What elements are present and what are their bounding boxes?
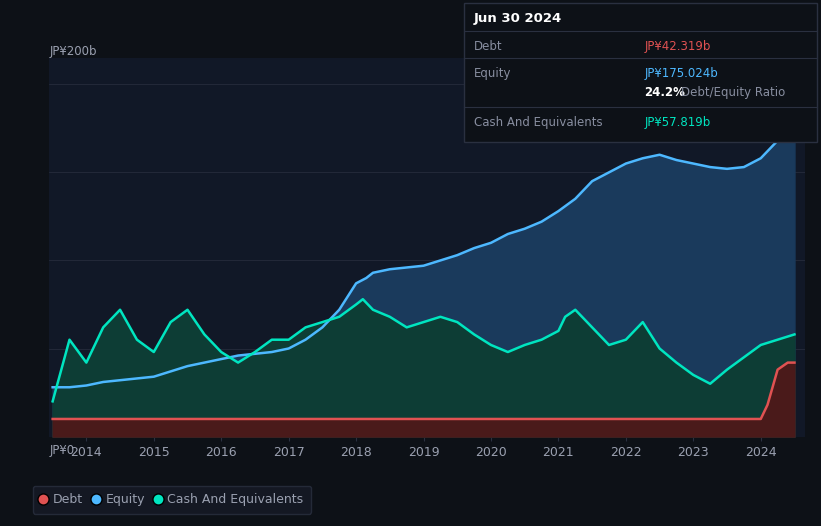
Text: JP¥57.819b: JP¥57.819b xyxy=(644,116,711,128)
Text: JP¥0: JP¥0 xyxy=(49,444,75,457)
Text: JP¥42.319b: JP¥42.319b xyxy=(644,39,711,53)
Text: Debt: Debt xyxy=(474,39,502,53)
Text: JP¥175.024b: JP¥175.024b xyxy=(644,67,718,80)
Legend: Debt, Equity, Cash And Equivalents: Debt, Equity, Cash And Equivalents xyxy=(33,485,311,514)
Text: JP¥200b: JP¥200b xyxy=(49,45,97,58)
Text: Cash And Equivalents: Cash And Equivalents xyxy=(474,116,603,128)
Text: Equity: Equity xyxy=(474,67,511,80)
Text: Jun 30 2024: Jun 30 2024 xyxy=(474,12,562,25)
Text: 24.2%: 24.2% xyxy=(644,86,686,99)
Text: Debt/Equity Ratio: Debt/Equity Ratio xyxy=(681,86,786,99)
